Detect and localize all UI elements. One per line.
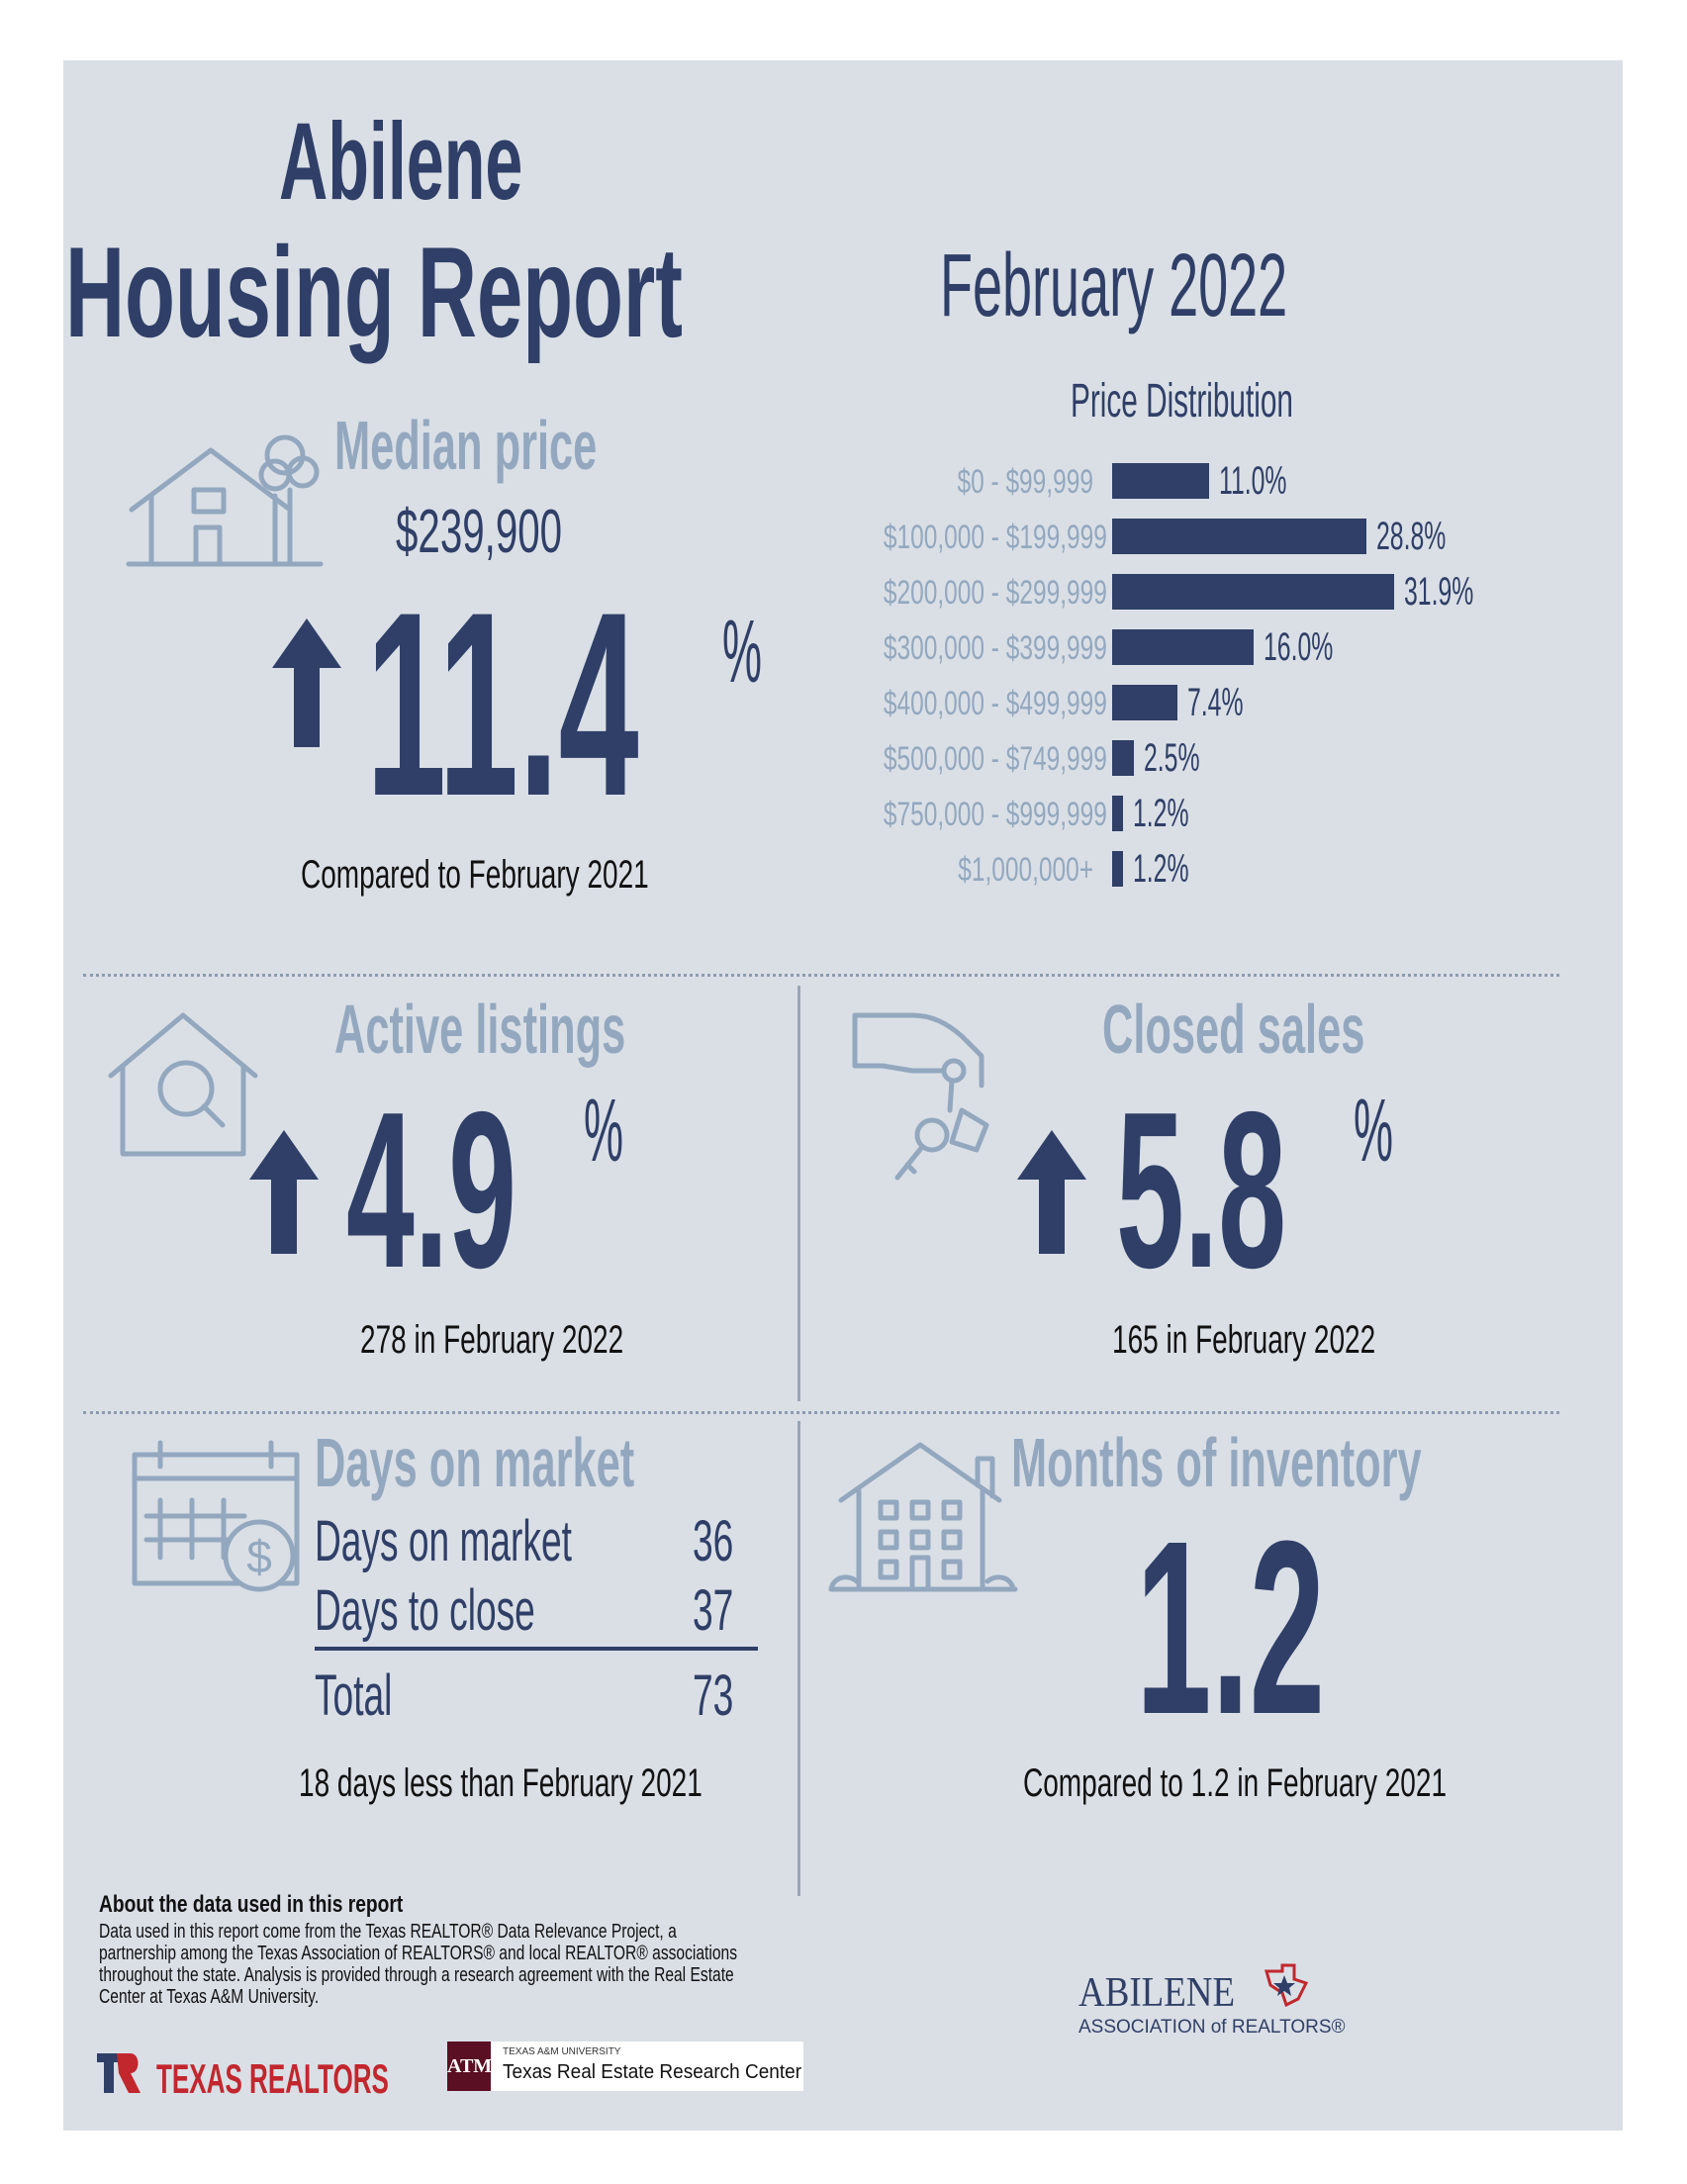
price-distribution-value: 1.2% (1132, 847, 1189, 891)
price-range-label: $300,000 - $399,999 (883, 629, 1107, 667)
price-distribution-value: 1.2% (1132, 792, 1189, 835)
svg-text:$: $ (246, 1531, 272, 1582)
price-distribution-value: 7.4% (1187, 681, 1244, 724)
median-price-caption: Compared to February 2021 (301, 853, 649, 897)
price-distribution-value: 11.0% (1219, 459, 1287, 503)
days-on-market-caption: 18 days less than February 2021 (299, 1761, 703, 1805)
active-listings-caption: 278 in February 2022 (360, 1318, 624, 1362)
texas-realtors-mark-icon (97, 2053, 141, 2093)
price-distribution-bar (1112, 629, 1254, 665)
price-range-label: $0 - $99,999 (957, 463, 1093, 501)
price-range-label: $500,000 - $749,999 (883, 740, 1107, 778)
report-panel (63, 60, 1623, 2131)
dom-row-value: 36 (693, 1509, 734, 1573)
price-distribution-bar (1112, 463, 1210, 499)
calendar-dollar-icon: $ (132, 1440, 300, 1592)
active-listings-change: 4.9 (346, 1065, 517, 1314)
price-range-label: $750,000 - $999,999 (883, 796, 1107, 833)
footer-body: Data used in this report come from the T… (99, 1921, 738, 2008)
price-distribution-value: 31.9% (1404, 570, 1474, 614)
active-listings-heading: Active listings (334, 991, 626, 1068)
months-inventory-caption: Compared to 1.2 in February 2021 (1023, 1761, 1448, 1805)
house-search-icon (108, 1012, 258, 1157)
abilene-logo-main: ABILENE (1078, 1970, 1236, 2016)
price-distribution-value: 28.8% (1376, 515, 1447, 558)
days-on-market-heading: Days on market (315, 1424, 635, 1501)
dom-total-value: 73 (693, 1663, 734, 1728)
median-price-change: 11.4 (366, 558, 639, 851)
price-range-label: $1,000,000+ (958, 851, 1093, 889)
report-title: Housing Report (65, 220, 683, 364)
arrow-up-icon (272, 618, 341, 747)
city-title: Abilene (279, 101, 523, 223)
apartment-building-icon (828, 1442, 1018, 1592)
arrow-up-icon (1017, 1130, 1086, 1254)
closed-sales-caption: 165 in February 2022 (1112, 1318, 1376, 1362)
median-price-heading: Median price (334, 407, 598, 484)
tamu-center-text: Texas Real Estate Research Center (503, 2061, 802, 2083)
section-divider (83, 974, 1559, 977)
report-period: February 2022 (940, 237, 1288, 335)
footer-heading: About the data used in this report (99, 1891, 404, 1918)
price-distribution-bar (1112, 574, 1394, 610)
dom-row-value: 37 (693, 1578, 734, 1643)
texas-realtors-text: TEXAS REALTORS (156, 2055, 389, 2102)
price-range-label: $100,000 - $199,999 (883, 519, 1107, 556)
texas-star-icon (1265, 1963, 1309, 2008)
closed-sales-change: 5.8 (1116, 1065, 1287, 1314)
dom-total-label: Total (315, 1663, 393, 1728)
closed-sales-heading: Closed sales (1102, 991, 1365, 1068)
price-distribution-bar (1112, 796, 1123, 831)
tamu-university-text: TEXAS A&M UNIVERSITY (503, 2046, 621, 2057)
months-inventory-heading: Months of inventory (1011, 1424, 1422, 1501)
price-distribution-value: 16.0% (1263, 625, 1334, 669)
column-divider (797, 986, 800, 1401)
price-distribution-bar (1112, 519, 1367, 554)
price-distribution-title: Price Distribution (1071, 375, 1293, 427)
total-rule (315, 1647, 758, 1651)
tamu-logo: ATM TEXAS A&M UNIVERSITY Texas Real Esta… (447, 2042, 803, 2091)
price-range-label: $400,000 - $499,999 (883, 685, 1107, 722)
column-divider (797, 1421, 800, 1896)
active-listings-unit: % (584, 1082, 624, 1181)
median-price-value: $239,900 (396, 498, 563, 566)
abilene-logo-sub: ASSOCIATION of REALTORS® (1078, 2017, 1346, 2038)
price-distribution-bar (1112, 851, 1123, 887)
price-range-label: $200,000 - $299,999 (883, 574, 1107, 612)
arrow-up-icon (249, 1130, 319, 1254)
median-price-unit: % (722, 603, 763, 702)
section-divider (83, 1411, 1559, 1414)
house-tree-icon (126, 434, 324, 567)
closed-sales-unit: % (1354, 1082, 1394, 1181)
dom-row-label: Days on market (315, 1509, 572, 1573)
dom-row-label: Days to close (315, 1578, 535, 1643)
months-inventory-value: 1.2 (1136, 1489, 1326, 1765)
price-distribution-bar (1112, 740, 1135, 776)
hand-key-icon (852, 1012, 989, 1181)
price-distribution-bar (1112, 685, 1178, 720)
price-distribution-value: 2.5% (1144, 736, 1200, 780)
tamu-mark-icon: ATM (447, 2042, 492, 2091)
